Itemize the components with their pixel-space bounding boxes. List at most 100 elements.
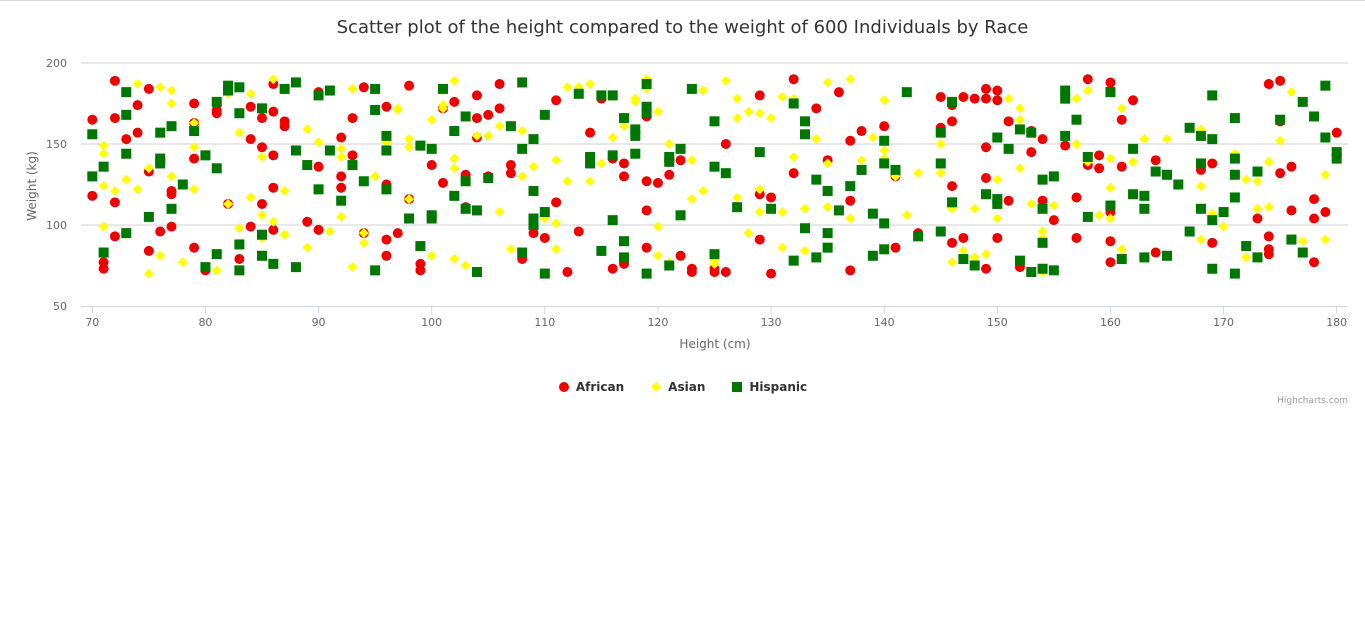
data-point: [596, 158, 607, 169]
data-point: [257, 103, 267, 114]
data-point: [449, 96, 460, 107]
data-point: [788, 98, 799, 109]
data-point: [607, 90, 618, 101]
legend-item-asian[interactable]: Asian: [650, 380, 705, 394]
data-point: [879, 218, 890, 229]
data-point: [607, 132, 618, 143]
data-point: [947, 257, 958, 268]
data-point: [879, 135, 890, 146]
data-point: [551, 197, 562, 208]
data-point: [947, 116, 958, 127]
data-point: [630, 124, 641, 135]
data-point: [686, 266, 697, 277]
data-point: [811, 103, 822, 114]
y-tick-label: 200: [46, 57, 67, 70]
data-point: [1037, 263, 1048, 274]
data-point: [1060, 85, 1071, 96]
data-point: [573, 226, 584, 237]
legend-item-african[interactable]: African: [558, 380, 624, 394]
data-point: [132, 79, 143, 90]
data-point: [189, 153, 200, 164]
data-point: [777, 242, 788, 253]
data-point: [302, 124, 313, 135]
data-point: [562, 82, 573, 93]
legend-marker-icon: [558, 382, 569, 392]
data-point: [517, 143, 528, 154]
data-point: [1139, 252, 1150, 263]
data-point: [1026, 198, 1037, 209]
data-point: [1071, 93, 1082, 104]
data-point: [652, 250, 663, 261]
data-point: [539, 109, 550, 120]
data-point: [1082, 85, 1093, 96]
data-point: [573, 88, 584, 99]
data-point: [438, 177, 448, 188]
data-point: [166, 85, 177, 96]
data-point: [1184, 122, 1195, 133]
data-point: [1207, 237, 1218, 248]
data-point: [358, 237, 369, 248]
data-point: [1229, 153, 1240, 164]
data-point: [1116, 254, 1127, 265]
data-point: [1331, 147, 1342, 158]
data-point: [121, 109, 132, 120]
data-point: [1229, 113, 1240, 124]
data-point: [302, 242, 313, 253]
data-point: [551, 155, 562, 166]
data-point: [381, 130, 392, 141]
x-tick-label: 110: [534, 316, 555, 329]
data-point: [257, 250, 267, 261]
data-point: [630, 130, 641, 141]
y-tick-label: 50: [53, 300, 67, 313]
data-point: [822, 77, 833, 88]
data-point: [686, 83, 697, 94]
data-point: [381, 250, 392, 261]
data-point: [268, 106, 279, 117]
data-point: [981, 93, 991, 104]
data-point: [268, 224, 279, 235]
data-point: [234, 265, 245, 276]
data-point: [935, 127, 946, 138]
data-point: [1014, 124, 1025, 135]
data-point: [358, 228, 369, 239]
data-point: [370, 265, 381, 276]
data-point: [879, 145, 890, 156]
data-point: [1252, 166, 1263, 177]
credit-link[interactable]: Highcharts.com: [1277, 396, 1348, 406]
data-point: [1229, 268, 1240, 279]
data-point: [1003, 116, 1014, 127]
data-point: [833, 87, 844, 98]
data-point: [1139, 134, 1150, 145]
data-point: [347, 113, 358, 124]
data-point: [279, 83, 290, 94]
data-point: [1229, 192, 1240, 203]
data-point: [1195, 181, 1206, 192]
data-points: [87, 74, 1342, 279]
data-point: [426, 160, 437, 171]
legend-item-hispanic[interactable]: Hispanic: [731, 380, 807, 394]
data-point: [1116, 103, 1127, 114]
data-point: [336, 211, 347, 222]
data-point: [664, 156, 675, 167]
data-point: [822, 185, 833, 196]
data-point: [494, 121, 505, 132]
data-point: [1003, 195, 1014, 206]
data-point: [867, 250, 878, 261]
data-point: [449, 254, 460, 265]
data-point: [788, 168, 799, 179]
data-point: [1162, 134, 1172, 145]
data-point: [404, 134, 415, 145]
data-point: [641, 268, 652, 279]
data-point: [867, 132, 878, 143]
data-point: [845, 74, 856, 85]
data-point: [1082, 74, 1093, 85]
data-point: [800, 129, 810, 140]
data-point: [947, 181, 958, 192]
data-point: [189, 126, 200, 137]
data-point: [313, 137, 324, 148]
data-point: [143, 163, 154, 174]
data-point: [189, 142, 200, 153]
x-tick-label: 80: [198, 316, 212, 329]
data-point: [98, 181, 109, 192]
data-point: [1105, 153, 1116, 164]
